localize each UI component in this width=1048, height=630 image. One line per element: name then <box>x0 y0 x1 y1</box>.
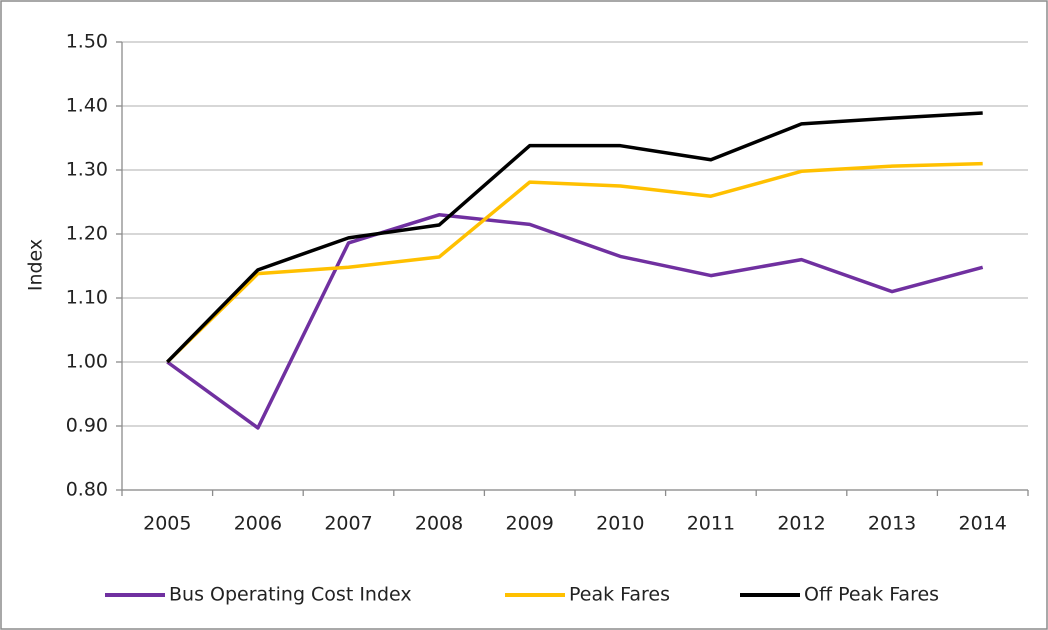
y-tick-label: 1.20 <box>66 223 108 245</box>
legend-label: Off Peak Fares <box>804 584 939 606</box>
x-tick-label: 2014 <box>959 513 1007 535</box>
x-tick-label: 2006 <box>234 513 282 535</box>
series-line <box>166 111 983 364</box>
legend-label: Bus Operating Cost Index <box>169 584 412 606</box>
x-tick-label: 2007 <box>324 513 372 535</box>
y-tick-label: 1.30 <box>66 159 108 181</box>
x-tick-label: 2011 <box>687 513 735 535</box>
y-tick-label: 1.00 <box>66 351 108 373</box>
x-tick-label: 2013 <box>868 513 916 535</box>
x-tick-label: 2012 <box>777 513 825 535</box>
y-tick-label: 1.50 <box>66 31 108 53</box>
legend-label: Peak Fares <box>569 584 670 606</box>
series-line <box>166 161 983 364</box>
y-tick-label: 0.90 <box>66 415 108 437</box>
y-tick-label: 0.80 <box>66 479 108 501</box>
y-axis-title: Index <box>25 239 47 291</box>
x-tick-label: 2010 <box>596 513 644 535</box>
y-tick-label: 1.10 <box>66 287 108 309</box>
series-line <box>166 213 984 430</box>
x-tick-label: 2009 <box>506 513 554 535</box>
x-tick-label: 2005 <box>143 513 191 535</box>
x-tick-label: 2008 <box>415 513 463 535</box>
y-tick-label: 1.40 <box>66 95 108 117</box>
